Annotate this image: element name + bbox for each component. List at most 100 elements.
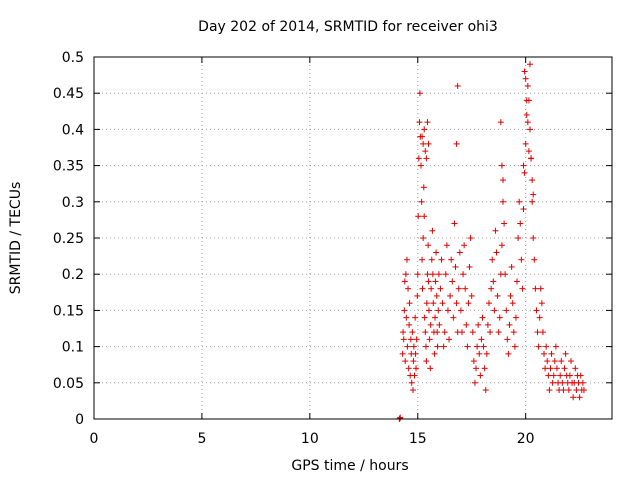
data-point bbox=[480, 343, 487, 350]
data-point bbox=[530, 235, 537, 241]
data-point bbox=[419, 285, 426, 292]
data-point bbox=[463, 321, 470, 328]
data-point bbox=[424, 119, 431, 126]
data-point bbox=[420, 140, 427, 147]
y-tick-label: 0.3 bbox=[62, 195, 84, 211]
data-point bbox=[462, 285, 469, 292]
data-point bbox=[410, 387, 417, 394]
data-point bbox=[447, 292, 454, 299]
data-point bbox=[405, 285, 412, 292]
data-point bbox=[553, 365, 560, 372]
data-point bbox=[397, 414, 404, 421]
data-point bbox=[432, 278, 439, 285]
data-point bbox=[547, 365, 554, 372]
data-point bbox=[404, 343, 411, 350]
data-point bbox=[440, 343, 447, 350]
data-point bbox=[476, 350, 483, 357]
data-point bbox=[518, 256, 525, 263]
data-point bbox=[423, 155, 430, 162]
data-point bbox=[537, 285, 544, 292]
data-point bbox=[500, 177, 507, 184]
data-point bbox=[414, 271, 421, 278]
data-point bbox=[428, 256, 435, 263]
data-point bbox=[487, 329, 494, 336]
data-point bbox=[509, 300, 516, 307]
data-point bbox=[425, 140, 432, 147]
data-point bbox=[425, 307, 432, 314]
data-point bbox=[528, 155, 535, 162]
x-tick-label: 0 bbox=[90, 431, 99, 447]
data-point bbox=[428, 285, 435, 292]
data-point bbox=[579, 379, 586, 386]
y-axis-ticks: 0 0.05 0.1 0.15 0.2 0.25 0.3 0.35 0.4 0.45 0.5 bbox=[53, 50, 612, 428]
data-point bbox=[473, 365, 480, 372]
data-point bbox=[522, 75, 529, 82]
data-point bbox=[427, 365, 434, 372]
data-point bbox=[422, 343, 429, 350]
data-point bbox=[429, 271, 436, 278]
data-point bbox=[422, 329, 429, 336]
y-tick-label: 0.1 bbox=[62, 340, 84, 356]
data-point bbox=[435, 271, 442, 278]
data-point bbox=[433, 292, 440, 299]
data-point bbox=[466, 263, 473, 270]
data-point bbox=[485, 300, 492, 307]
data-point bbox=[451, 220, 458, 227]
data-point bbox=[495, 329, 502, 336]
x-tick-label: 20 bbox=[517, 431, 535, 447]
data-point bbox=[492, 227, 499, 234]
data-point bbox=[502, 271, 509, 278]
data-point bbox=[406, 321, 413, 328]
data-point bbox=[446, 336, 453, 343]
data-point bbox=[431, 350, 438, 357]
data-point bbox=[457, 307, 464, 314]
data-point bbox=[471, 379, 478, 386]
data-point bbox=[489, 256, 496, 263]
data-point bbox=[577, 372, 584, 379]
data-point bbox=[565, 387, 572, 394]
x-tick-label: 5 bbox=[197, 431, 206, 447]
data-point bbox=[425, 278, 432, 285]
data-point bbox=[429, 227, 436, 234]
data-point bbox=[448, 256, 455, 263]
data-point bbox=[415, 213, 422, 220]
data-point bbox=[570, 394, 577, 401]
data-point bbox=[449, 278, 456, 285]
data-point bbox=[442, 271, 449, 278]
data-point bbox=[410, 343, 417, 350]
data-point bbox=[460, 271, 467, 278]
x-axis-title: GPS time / hours bbox=[291, 458, 408, 474]
data-point bbox=[455, 285, 462, 292]
data-point bbox=[493, 249, 500, 256]
data-point bbox=[417, 162, 424, 169]
data-point bbox=[399, 350, 406, 357]
data-point bbox=[434, 329, 441, 336]
data-point bbox=[505, 350, 512, 357]
data-point bbox=[415, 155, 422, 162]
data-point bbox=[439, 300, 446, 307]
data-point bbox=[403, 256, 410, 263]
data-point bbox=[520, 206, 527, 213]
data-point bbox=[526, 126, 533, 133]
y-tick-label: 0.35 bbox=[53, 159, 84, 175]
data-point bbox=[419, 133, 426, 140]
data-point bbox=[482, 387, 489, 394]
data-point bbox=[538, 300, 545, 307]
data-point bbox=[504, 336, 511, 343]
data-point bbox=[573, 387, 580, 394]
data-point bbox=[425, 242, 432, 249]
data-point bbox=[548, 350, 555, 357]
grid-lines bbox=[94, 57, 612, 419]
data-point bbox=[519, 285, 526, 292]
data-point bbox=[435, 307, 442, 314]
y-tick-label: 0.15 bbox=[53, 303, 84, 319]
data-point bbox=[421, 314, 428, 321]
plot-frame bbox=[93, 56, 613, 420]
data-point bbox=[498, 162, 505, 169]
data-point bbox=[503, 307, 510, 314]
data-point bbox=[531, 256, 538, 263]
data-point bbox=[559, 379, 566, 386]
data-point bbox=[500, 198, 507, 205]
data-point bbox=[443, 242, 450, 249]
